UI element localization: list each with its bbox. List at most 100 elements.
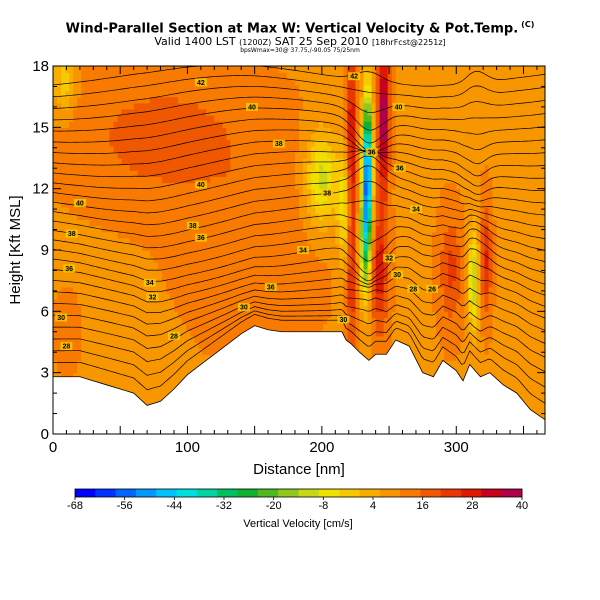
field-cell xyxy=(339,78,344,85)
field-cell xyxy=(210,299,215,306)
field-cell xyxy=(69,311,74,319)
field-cell xyxy=(303,262,308,269)
field-cell xyxy=(129,102,135,110)
field-cell xyxy=(299,115,304,122)
field-cell xyxy=(129,286,135,294)
field-cell xyxy=(157,207,163,214)
field-cell xyxy=(242,96,248,104)
field-cell xyxy=(53,299,58,306)
field-cell xyxy=(294,145,300,153)
field-cell xyxy=(149,329,155,337)
field-cell xyxy=(335,121,340,128)
field-cell xyxy=(157,133,163,141)
field-cell xyxy=(335,286,340,294)
field-cell xyxy=(113,280,119,288)
field-cell xyxy=(274,311,280,319)
field-cell xyxy=(93,207,98,214)
field-cell xyxy=(81,323,86,331)
field-cell xyxy=(351,78,357,85)
field-cell xyxy=(371,139,377,147)
field-cell xyxy=(69,292,74,300)
field-cell xyxy=(61,96,66,104)
field-cell xyxy=(367,200,373,208)
field-cell xyxy=(278,84,284,92)
field-cell xyxy=(77,188,82,196)
field-cell xyxy=(93,84,98,92)
field-cell xyxy=(286,311,292,319)
field-cell xyxy=(339,243,344,251)
field-cell xyxy=(230,207,236,214)
field-cell xyxy=(113,78,119,85)
field-cell xyxy=(97,329,102,337)
field-cell xyxy=(202,250,207,257)
field-cell xyxy=(290,323,296,331)
field-cell xyxy=(294,164,300,171)
field-cell xyxy=(274,219,280,227)
field-cell xyxy=(173,250,179,257)
field-cell xyxy=(117,323,123,331)
field-cell xyxy=(101,311,107,319)
field-cell xyxy=(182,176,187,184)
field-cell xyxy=(351,200,357,208)
field-cell xyxy=(303,96,308,104)
field-cell xyxy=(121,139,127,147)
field-cell xyxy=(186,102,191,110)
field-cell xyxy=(234,127,240,135)
field-cell xyxy=(145,262,151,269)
field-cell xyxy=(190,200,195,208)
field-cell xyxy=(186,121,191,128)
field-cell xyxy=(238,299,244,306)
field-cell xyxy=(81,133,86,141)
field-cell xyxy=(278,108,284,116)
field-cell xyxy=(226,237,232,245)
field-cell xyxy=(137,121,143,128)
field-cell xyxy=(153,317,159,325)
field-cell xyxy=(173,164,179,171)
field-cell xyxy=(206,176,211,184)
field-cell xyxy=(89,219,94,227)
field-cell xyxy=(214,90,219,98)
field-cell xyxy=(234,170,240,177)
field-cell xyxy=(323,268,328,276)
field-cell xyxy=(202,84,207,92)
field-cell xyxy=(278,311,284,319)
field-cell xyxy=(238,323,244,331)
field-cell xyxy=(290,311,296,319)
field-cell xyxy=(85,335,90,343)
field-cell xyxy=(85,72,90,79)
field-cell xyxy=(294,280,300,288)
field-cell xyxy=(331,115,336,122)
field-cell xyxy=(97,72,102,79)
field-cell xyxy=(161,90,167,98)
field-cell xyxy=(113,182,119,190)
field-cell xyxy=(186,274,191,282)
field-cell xyxy=(206,121,211,128)
field-cell xyxy=(77,213,82,220)
field-cell xyxy=(230,108,236,116)
field-cell xyxy=(153,66,159,73)
field-cell xyxy=(371,335,377,343)
field-cell xyxy=(77,151,82,159)
field-cell xyxy=(125,158,131,165)
field-cell xyxy=(121,292,127,300)
field-cell xyxy=(359,200,365,208)
field-cell xyxy=(145,108,151,116)
field-cell xyxy=(202,354,207,361)
field-cell xyxy=(278,225,284,233)
field-cell xyxy=(165,348,171,355)
field-cell xyxy=(371,262,377,269)
field-cell xyxy=(363,200,369,208)
field-cell xyxy=(105,164,111,171)
field-cell xyxy=(222,231,228,239)
field-cell xyxy=(262,207,268,214)
field-cell xyxy=(327,170,332,177)
field-cell xyxy=(173,127,179,135)
field-cell xyxy=(319,225,324,233)
field-cell xyxy=(294,115,300,122)
field-cell xyxy=(383,170,389,177)
field-cell xyxy=(351,335,357,343)
field-cell xyxy=(89,151,94,159)
field-cell xyxy=(85,292,90,300)
field-cell xyxy=(359,286,365,294)
field-cell xyxy=(371,188,377,196)
